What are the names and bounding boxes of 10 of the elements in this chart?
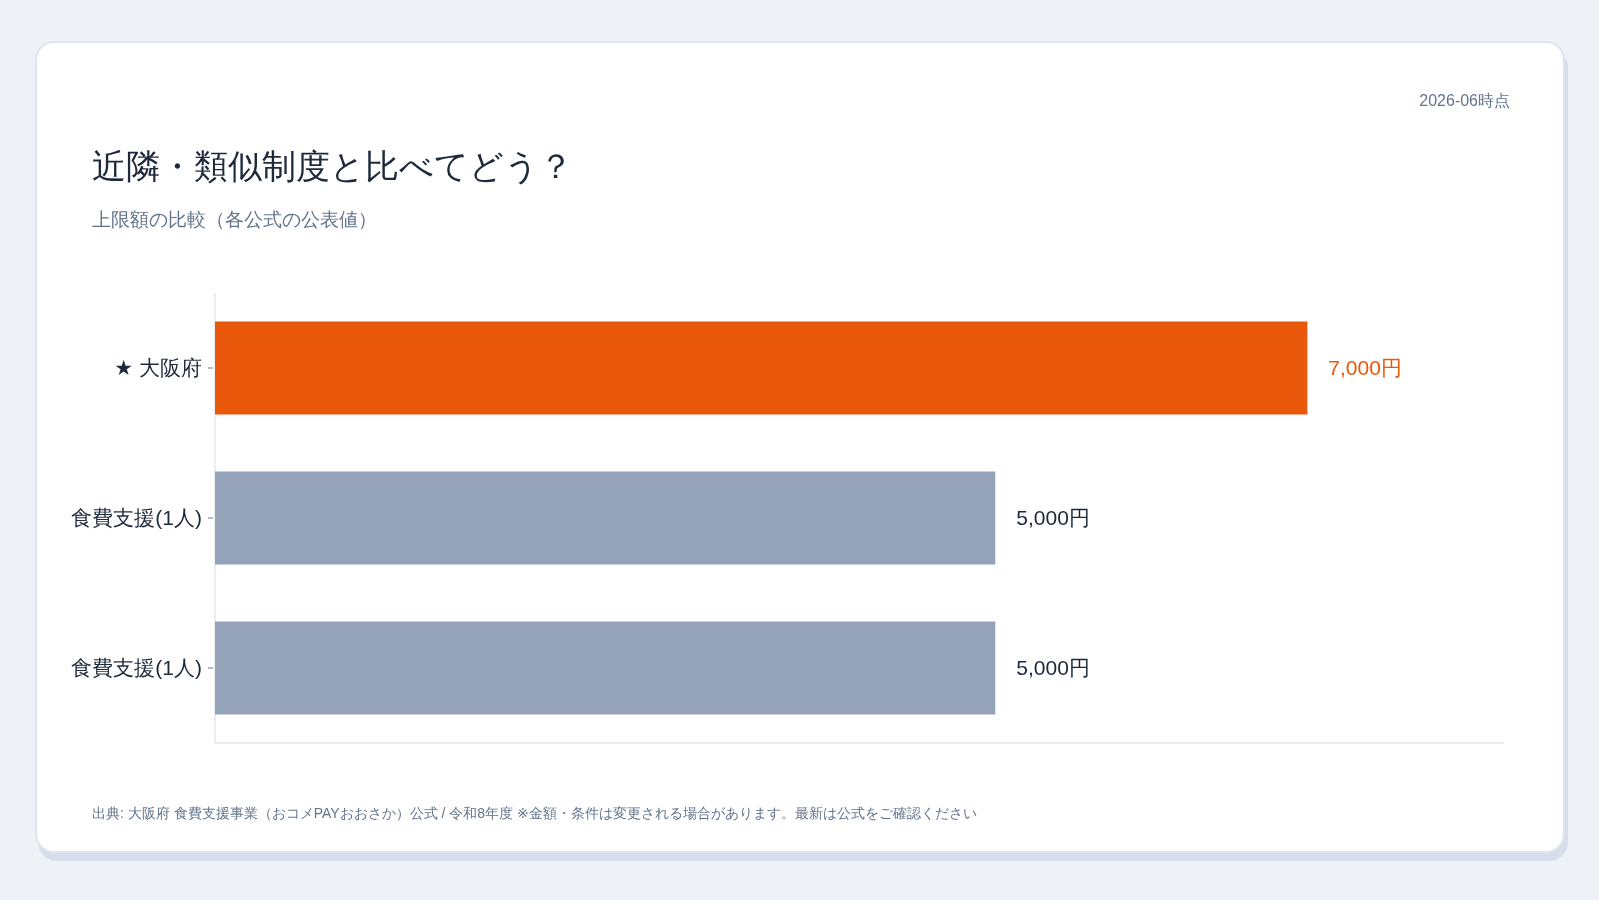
annotation: 出典: 大阪府 食費支援事業（おコメPAYおおさか）公式 / 令和8年度 ※金額・条件は変更される場合があります。最新は公式をご確認ください: [92, 805, 977, 821]
data-label: 5,000円: [1016, 656, 1090, 679]
data-label: 7,000円: [1328, 356, 1402, 379]
annotation: 2026-06時点: [1419, 92, 1510, 109]
title: 近隣・類似制度と比べてどう？: [92, 147, 573, 185]
subtitle: 上限額の比較（各公式の公表値）: [92, 209, 377, 230]
data-label: 5,000円: [1016, 506, 1090, 529]
category-label: 食費支援(1人): [71, 656, 202, 679]
category-label: 食費支援(1人): [71, 506, 202, 529]
category-label: ★ 大阪府: [114, 356, 202, 379]
